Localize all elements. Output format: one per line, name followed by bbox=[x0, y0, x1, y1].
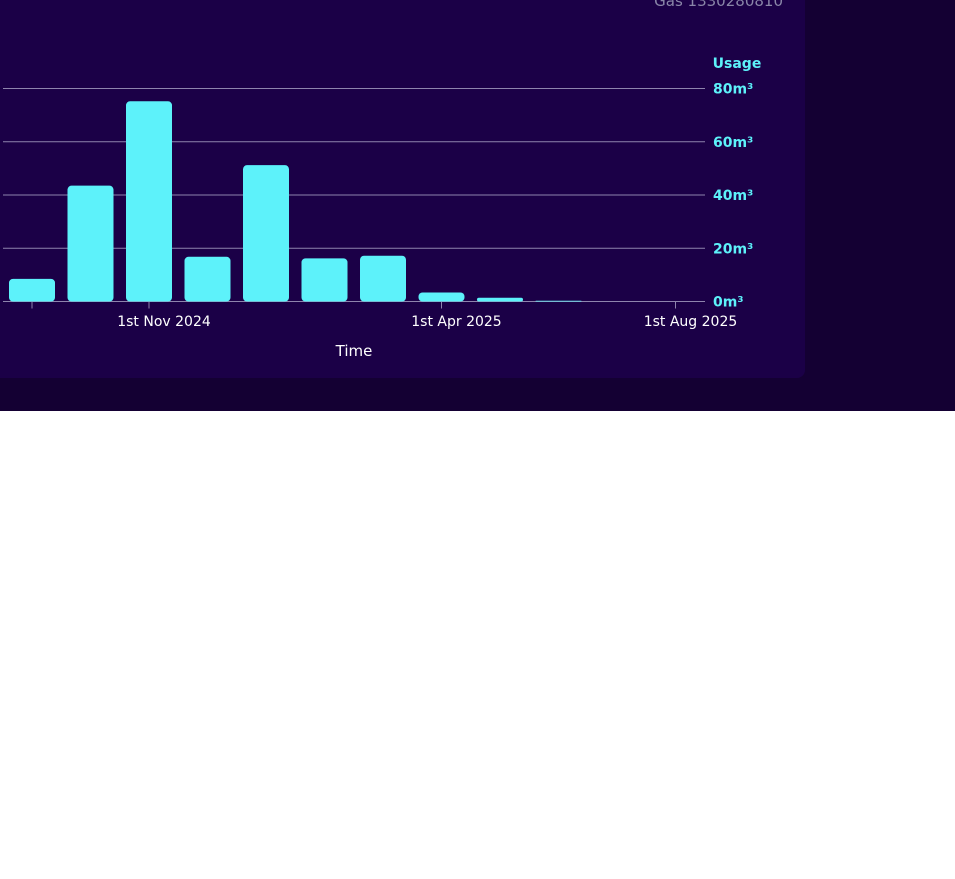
x-axis-title: Time bbox=[335, 342, 373, 360]
y-tick-label: 80m³ bbox=[713, 82, 753, 98]
bar[interactable] bbox=[535, 300, 582, 302]
y-axis-ticks: 0m³ 20m³ 40m³ 60m³ 80m³ bbox=[713, 82, 753, 311]
x-axis-ticks: 1st Nov 2024 1st Apr 2025 1st Aug 2025 bbox=[31, 301, 738, 330]
y-axis-title: Usage bbox=[713, 56, 762, 72]
bar[interactable] bbox=[67, 185, 114, 302]
x-tick-label: 1st Nov 2024 bbox=[117, 314, 211, 330]
bar[interactable] bbox=[477, 297, 523, 302]
meter-label: Gas 1330280810 bbox=[654, 0, 783, 10]
gridlines bbox=[3, 88, 705, 302]
bar[interactable] bbox=[418, 292, 465, 302]
bar[interactable] bbox=[301, 258, 348, 302]
y-tick-label: 0m³ bbox=[713, 295, 743, 311]
bar[interactable] bbox=[360, 255, 406, 302]
x-tick-label: 1st Aug 2025 bbox=[644, 314, 738, 330]
y-tick-label: 40m³ bbox=[713, 188, 753, 204]
y-tick-label: 20m³ bbox=[713, 241, 753, 257]
usage-bar-chart: 1st Nov 2024 1st Apr 2025 1st Aug 2025 0m³… bbox=[3, 56, 762, 360]
x-tick-label: 1st Apr 2025 bbox=[411, 314, 501, 330]
bars bbox=[9, 101, 582, 302]
bar[interactable] bbox=[9, 278, 55, 302]
bar[interactable] bbox=[243, 165, 289, 302]
y-tick-label: 60m³ bbox=[713, 135, 753, 151]
app-background: Gas 1330280810 1st Nov 2024 1st Apr 2025 1… bbox=[0, 0, 955, 411]
bar[interactable] bbox=[126, 101, 172, 302]
bar[interactable] bbox=[184, 256, 231, 302]
